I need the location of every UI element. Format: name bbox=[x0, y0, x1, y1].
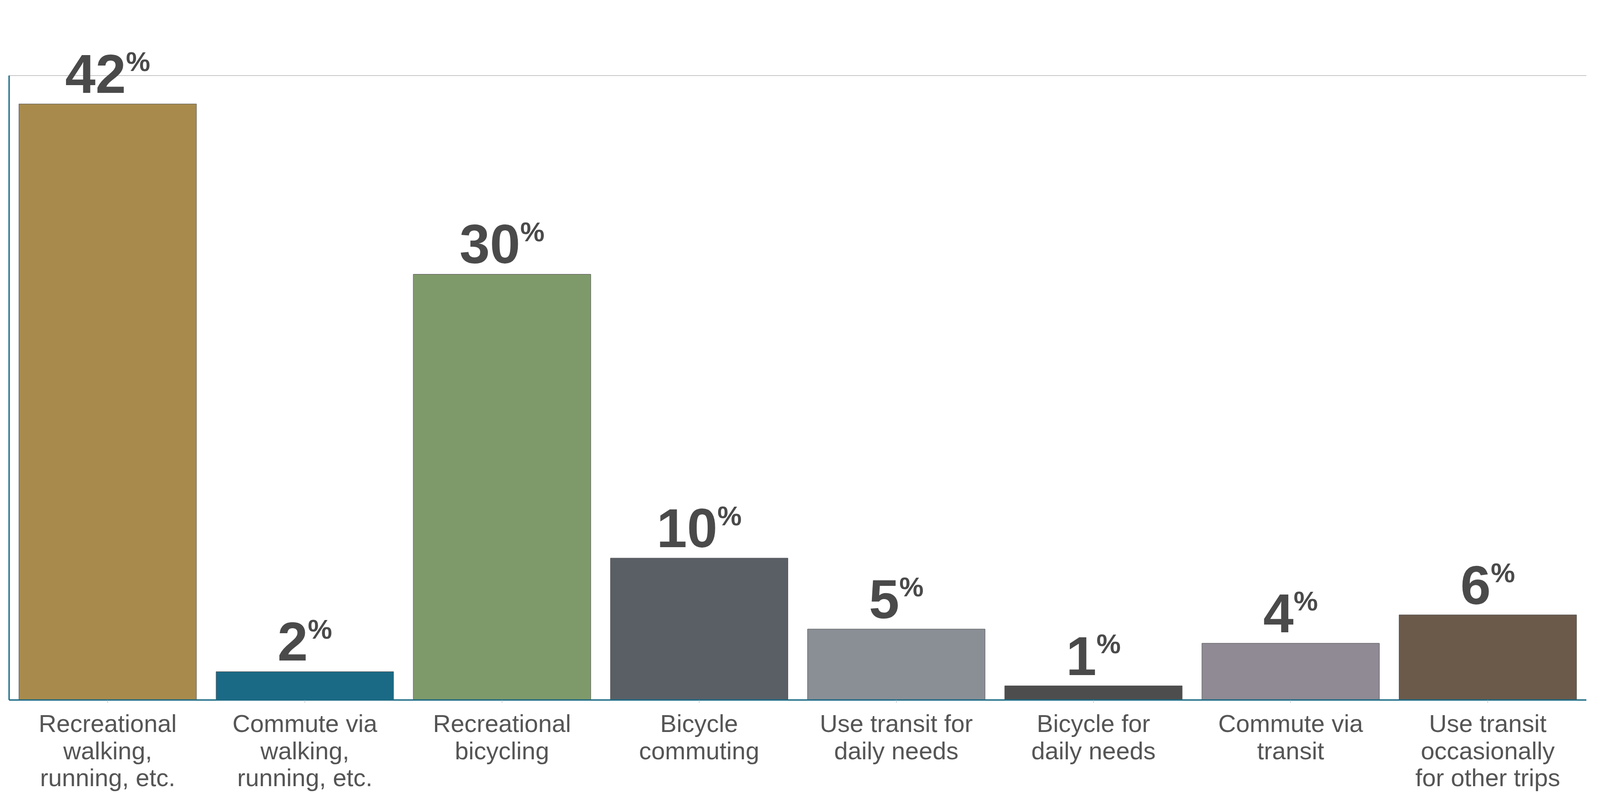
svg-text:Use transitoccasionallyfor oth: Use transitoccasionallyfor other trips bbox=[1415, 709, 1560, 791]
svg-text:Commute viatransit: Commute viatransit bbox=[1218, 709, 1364, 764]
svg-text:30%: 30% bbox=[459, 213, 545, 275]
svg-text:1%: 1% bbox=[1066, 625, 1121, 687]
svg-text:5%: 5% bbox=[869, 568, 924, 630]
svg-text:6%: 6% bbox=[1460, 554, 1515, 616]
svg-text:Bicyclecommuting: Bicyclecommuting bbox=[638, 709, 760, 764]
svg-text:Commute viawalking,running, et: Commute viawalking,running, etc. bbox=[232, 709, 378, 791]
svg-text:Recreationalbicycling: Recreationalbicycling bbox=[433, 709, 572, 764]
svg-text:42%: 42% bbox=[65, 43, 151, 105]
svg-text:2%: 2% bbox=[277, 610, 333, 672]
svg-text:Use transit fordaily needs: Use transit fordaily needs bbox=[820, 709, 973, 764]
svg-text:4%: 4% bbox=[1263, 582, 1318, 644]
svg-text:10%: 10% bbox=[656, 497, 742, 559]
svg-text:Bicycle fordaily needs: Bicycle fordaily needs bbox=[1031, 709, 1156, 764]
svg-text:Recreationalwalking,running, e: Recreationalwalking,running, etc. bbox=[38, 709, 177, 791]
